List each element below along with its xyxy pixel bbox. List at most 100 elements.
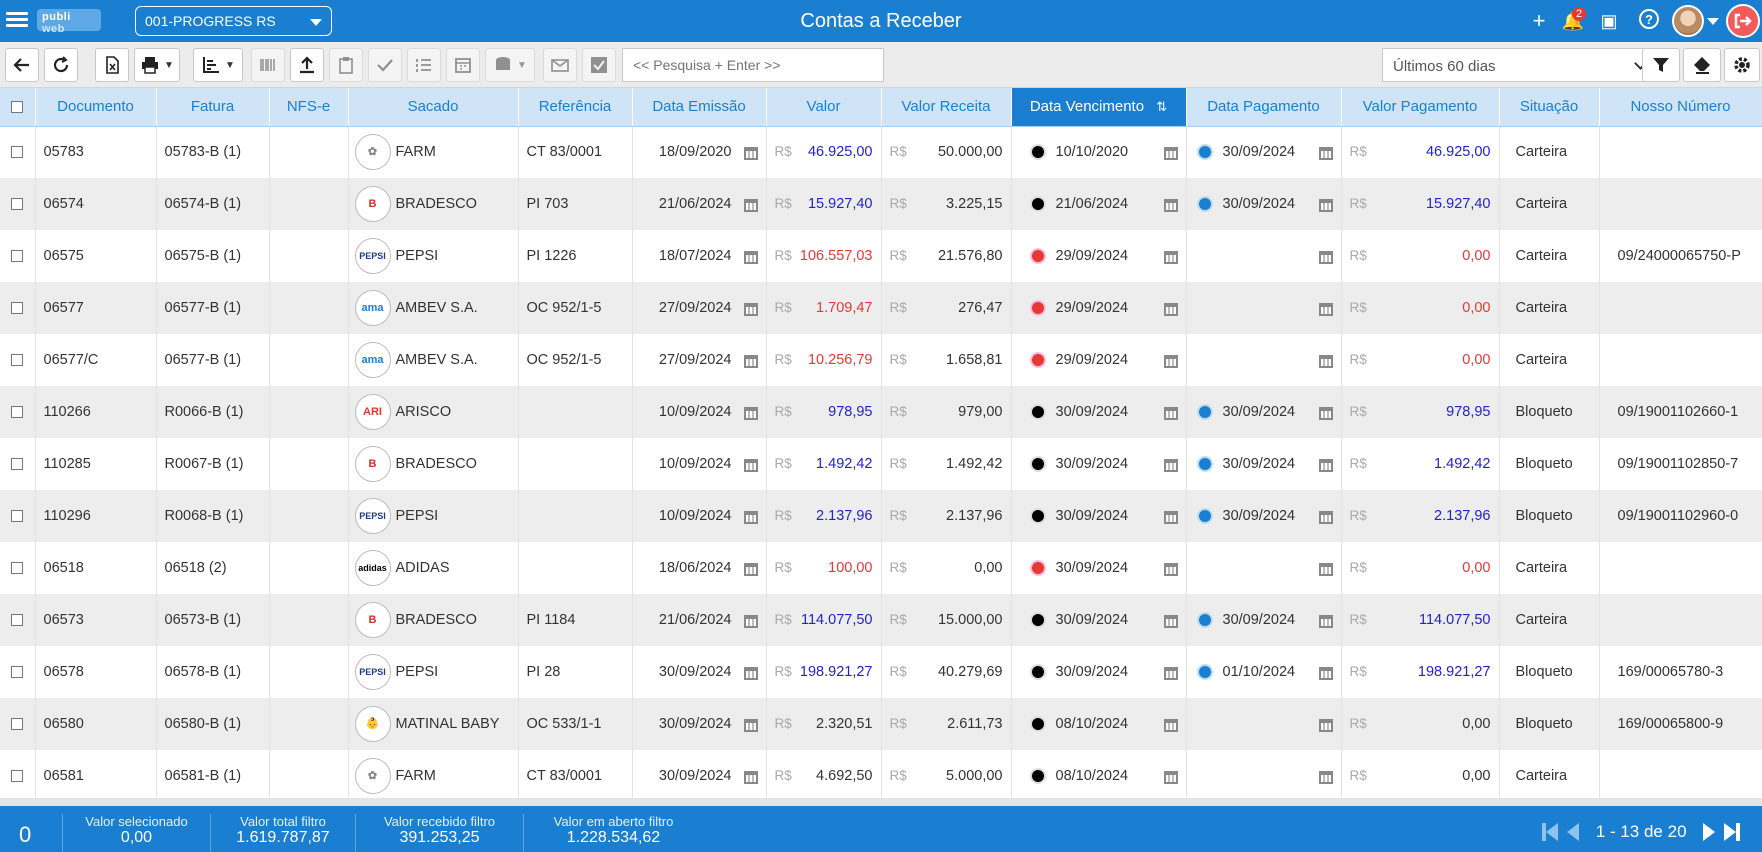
- checkbox-icon[interactable]: [582, 48, 616, 82]
- cell-nfse[interactable]: [269, 282, 349, 334]
- row-checkbox[interactable]: [11, 458, 24, 471]
- table-row[interactable]: 110296 R0068-B (1) PEPSI PEPSI 10/09/2024 R$ 2…: [0, 490, 1762, 542]
- row-checkbox[interactable]: [11, 562, 24, 575]
- cell-fatura[interactable]: 06578-B (1): [156, 646, 270, 698]
- col-nosso-numero[interactable]: Nosso Número: [1599, 88, 1762, 127]
- cell-valor-pagamento[interactable]: R$ 0,00: [1341, 542, 1500, 594]
- cell-nosso-numero[interactable]: 09/19001102660-1: [1599, 386, 1762, 438]
- cell-fatura[interactable]: 06573-B (1): [156, 594, 270, 646]
- calendar-icon[interactable]: [1318, 147, 1333, 161]
- cell-referencia[interactable]: [518, 490, 633, 542]
- cell-referencia[interactable]: PI 1184: [518, 594, 633, 646]
- cell-valor-pagamento[interactable]: R$ 0,00: [1341, 334, 1500, 386]
- horizontal-scrollbar[interactable]: [0, 798, 1762, 806]
- cell-nfse[interactable]: [269, 438, 349, 490]
- cell-valor-pagamento[interactable]: R$ 0,00: [1341, 282, 1500, 334]
- row-select-cell[interactable]: [0, 646, 36, 698]
- cell-documento[interactable]: 06577/C: [35, 334, 157, 386]
- prev-page-icon[interactable]: [1567, 822, 1580, 841]
- cell-referencia[interactable]: PI 28: [518, 646, 633, 698]
- cell-valor-pagamento[interactable]: R$ 46.925,00: [1341, 126, 1500, 178]
- cell-nfse[interactable]: [269, 386, 349, 438]
- cell-fatura[interactable]: 06577-B (1): [156, 334, 270, 386]
- calendar-icon[interactable]: [1318, 719, 1333, 732]
- calendar-icon[interactable]: [743, 303, 758, 316]
- cell-sacado[interactable]: B BRADESCO: [348, 178, 519, 230]
- row-select-cell[interactable]: [0, 698, 36, 750]
- cell-referencia[interactable]: OC 533/1-1: [518, 698, 633, 750]
- row-checkbox[interactable]: [11, 614, 24, 627]
- user-avatar[interactable]: [1672, 5, 1704, 37]
- cell-nfse[interactable]: [269, 230, 349, 282]
- row-checkbox[interactable]: [11, 302, 24, 315]
- cell-data-emissao[interactable]: 30/09/2024: [632, 750, 767, 802]
- cell-situacao[interactable]: Carteira: [1499, 178, 1600, 230]
- cell-sacado[interactable]: PEPSI PEPSI: [348, 230, 519, 282]
- cell-data-pagamento[interactable]: 30/09/2024: [1186, 178, 1342, 230]
- cell-documento[interactable]: 06575: [35, 230, 157, 282]
- cell-data-emissao[interactable]: 18/06/2024: [632, 542, 767, 594]
- row-select-cell[interactable]: [0, 438, 36, 490]
- cell-data-vencimento[interactable]: 30/09/2024: [1011, 490, 1187, 542]
- cell-documento[interactable]: 06574: [35, 178, 157, 230]
- next-page-icon[interactable]: [1703, 822, 1716, 841]
- cell-valor-receita[interactable]: R$ 5.000,00: [881, 750, 1012, 802]
- cell-data-pagamento[interactable]: 30/09/2024: [1186, 126, 1342, 178]
- check-icon[interactable]: [368, 48, 402, 82]
- cell-data-pagamento[interactable]: 30/09/2024: [1186, 594, 1342, 646]
- table-row[interactable]: 06577 06577-B (1) ama AMBEV S.A. OC 952/1-5 2…: [0, 282, 1762, 334]
- cell-data-emissao[interactable]: 30/09/2024: [632, 698, 767, 750]
- cell-referencia[interactable]: OC 952/1-5: [518, 334, 633, 386]
- cell-data-emissao[interactable]: 10/09/2024: [632, 438, 767, 490]
- row-select-cell[interactable]: [0, 490, 36, 542]
- coins-icon[interactable]: ▼: [485, 48, 535, 82]
- cell-valor-pagamento[interactable]: R$ 0,00: [1341, 230, 1500, 282]
- row-checkbox[interactable]: [11, 406, 24, 419]
- cell-valor-pagamento[interactable]: R$ 0,00: [1341, 698, 1500, 750]
- cell-sacado[interactable]: ama AMBEV S.A.: [348, 334, 519, 386]
- cell-data-emissao[interactable]: 21/06/2024: [632, 178, 767, 230]
- col-data-vencimento[interactable]: Data Vencimento ⇅: [1011, 88, 1187, 127]
- table-row[interactable]: 06578 06578-B (1) PEPSI PEPSI PI 28 30/09/202…: [0, 646, 1762, 698]
- col-situacao[interactable]: Situação: [1499, 88, 1600, 127]
- first-page-arrow[interactable]: [1546, 822, 1559, 841]
- calendar-icon[interactable]: [1318, 407, 1333, 420]
- cell-data-vencimento[interactable]: 10/10/2020: [1011, 126, 1187, 178]
- row-checkbox[interactable]: [11, 510, 24, 523]
- cell-data-emissao[interactable]: 30/09/2024: [632, 646, 767, 698]
- cell-nosso-numero[interactable]: 169/00065800-9: [1599, 698, 1762, 750]
- cell-documento[interactable]: 06518: [35, 542, 157, 594]
- cell-situacao[interactable]: Bloqueto: [1499, 698, 1600, 750]
- cell-data-pagamento[interactable]: 30/09/2024: [1186, 490, 1342, 542]
- calendar-icon[interactable]: [1163, 459, 1178, 472]
- row-checkbox[interactable]: [11, 718, 24, 731]
- cell-documento[interactable]: 110266: [35, 386, 157, 438]
- cell-nosso-numero[interactable]: [1599, 594, 1762, 646]
- cell-data-vencimento[interactable]: 30/09/2024: [1011, 386, 1187, 438]
- cell-situacao[interactable]: Carteira: [1499, 230, 1600, 282]
- cell-valor[interactable]: R$ 100,00: [766, 542, 882, 594]
- calendar-icon[interactable]: [743, 199, 758, 212]
- cell-valor-receita[interactable]: R$ 979,00: [881, 386, 1012, 438]
- add-icon[interactable]: +: [1532, 8, 1546, 33]
- cell-data-vencimento[interactable]: 30/09/2024: [1011, 594, 1187, 646]
- cell-sacado[interactable]: ARI ARISCO: [348, 386, 519, 438]
- settings-gear-icon[interactable]: [1724, 48, 1760, 82]
- cell-data-vencimento[interactable]: 08/10/2024: [1011, 698, 1187, 750]
- cell-valor[interactable]: R$ 4.692,50: [766, 750, 882, 802]
- calendar-icon[interactable]: [743, 407, 758, 420]
- calendar-icon[interactable]: [1163, 615, 1178, 628]
- calendar-icon[interactable]: [1163, 667, 1178, 680]
- upload-icon[interactable]: [290, 48, 324, 82]
- calendar-icon[interactable]: [743, 771, 758, 784]
- calendar-icon[interactable]: [1163, 511, 1178, 524]
- cell-data-vencimento[interactable]: 08/10/2024: [1011, 750, 1187, 802]
- select-all-column[interactable]: [0, 88, 36, 127]
- cell-valor-receita[interactable]: R$ 1.492,42: [881, 438, 1012, 490]
- cell-data-emissao[interactable]: 27/09/2024: [632, 282, 767, 334]
- calendar-icon[interactable]: [1318, 459, 1333, 472]
- cell-documento[interactable]: 06578: [35, 646, 157, 698]
- cell-data-vencimento[interactable]: 30/09/2024: [1011, 438, 1187, 490]
- cell-nosso-numero[interactable]: 169/00065780-3: [1599, 646, 1762, 698]
- numbered-list-icon[interactable]: [407, 48, 441, 82]
